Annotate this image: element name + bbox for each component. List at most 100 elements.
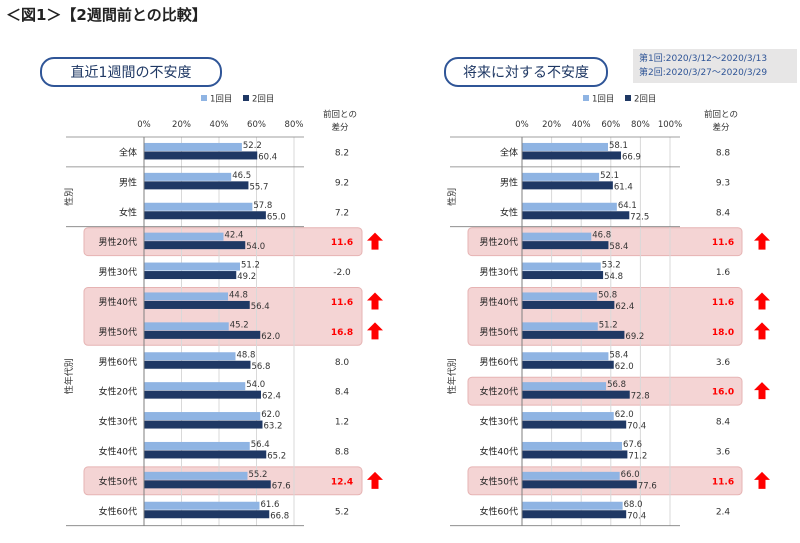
- value-label-second-right: 66.9: [622, 152, 641, 162]
- category-label-right: 女性: [500, 206, 518, 218]
- bar-first-right: [522, 232, 592, 241]
- diff-value-left: 7.2: [335, 208, 349, 218]
- value-label-first-left: 52.2: [243, 141, 262, 151]
- x-tick-label-left: 80%: [285, 120, 304, 130]
- bar-first-right: [522, 501, 623, 510]
- diff-value-right: 8.4: [716, 418, 731, 428]
- value-label-first-left: 56.4: [251, 440, 270, 450]
- bar-second-left: [144, 181, 249, 190]
- category-label-right: 男性40代: [480, 296, 518, 308]
- bar-first-left: [144, 172, 232, 181]
- up-arrow-icon: [754, 232, 770, 250]
- category-label-right: 女性30代: [480, 416, 518, 428]
- category-label-right: 全体: [500, 146, 518, 158]
- x-tick-label-left: 0%: [137, 120, 151, 130]
- category-label-left: 男性30代: [99, 266, 137, 278]
- category-label-left: 男性60代: [99, 356, 137, 368]
- up-arrow-icon: [367, 322, 383, 340]
- category-label-right: 男性: [500, 176, 518, 188]
- value-label-first-right: 68.0: [624, 500, 643, 510]
- bar-first-right: [522, 352, 609, 361]
- value-label-first-left: 61.6: [261, 500, 280, 510]
- survey-date-1: 第1回:2020/3/12〜2020/3/13: [639, 54, 768, 64]
- x-tick-label-left: 20%: [172, 120, 191, 130]
- diff-value-right: 3.6: [716, 358, 731, 368]
- up-arrow-icon: [367, 471, 383, 489]
- category-label-left: 女性: [119, 206, 137, 218]
- bar-second-left: [144, 510, 270, 519]
- value-label-first-right: 46.8: [592, 231, 611, 241]
- value-label-second-left: 62.0: [261, 332, 280, 342]
- category-label-right: 女性50代: [480, 475, 518, 487]
- category-label-left: 女性20代: [99, 386, 137, 398]
- panel-title-left: 直近1週間の不安度: [40, 57, 222, 87]
- bar-first-right: [522, 202, 617, 211]
- diff-header-right: 前回との: [704, 109, 738, 120]
- bar-second-right: [522, 450, 628, 459]
- category-label-right: 男性60代: [480, 356, 518, 368]
- legend-label-first-left: 1回目: [210, 95, 232, 105]
- group-label-sex-age-right: 性年代別: [446, 358, 458, 394]
- bar-first-left: [144, 142, 242, 151]
- value-label-second-right: 69.2: [625, 332, 644, 342]
- value-label-second-right: 61.4: [614, 182, 633, 192]
- bar-first-left: [144, 352, 236, 361]
- figure-title: ＜図1＞【2週間前との比較】: [6, 6, 207, 24]
- group-label-sex-left: 性別: [63, 188, 75, 206]
- diff-value-left: 8.4: [335, 388, 350, 398]
- survey-date-2: 第2回:2020/3/27〜2020/3/29: [639, 68, 768, 78]
- survey-dates-box: 第1回:2020/3/12〜2020/3/13 第2回:2020/3/27〜20…: [633, 49, 797, 83]
- value-label-second-right: 58.4: [609, 242, 628, 252]
- value-label-second-right: 72.5: [630, 212, 649, 222]
- panel-title-right: 将来に対する不安度: [444, 57, 608, 87]
- bar-second-right: [522, 480, 637, 489]
- value-label-second-right: 70.4: [627, 422, 646, 432]
- value-label-second-left: 56.8: [252, 362, 271, 372]
- x-tick-label-right: 20%: [542, 120, 561, 130]
- bar-second-right: [522, 151, 622, 160]
- category-label-left: 男性20代: [99, 236, 137, 248]
- value-label-first-right: 58.1: [609, 141, 628, 151]
- diff-value-left: 8.2: [335, 148, 349, 158]
- x-tick-label-right: 80%: [631, 120, 650, 130]
- value-label-second-right: 62.4: [615, 302, 634, 312]
- bar-second-left: [144, 480, 271, 489]
- diff-value-left: 8.8: [335, 447, 350, 457]
- bar-second-right: [522, 300, 615, 309]
- value-label-first-left: 45.2: [230, 320, 249, 330]
- bar-first-right: [522, 322, 598, 331]
- value-label-first-left: 57.8: [253, 201, 272, 211]
- value-label-second-right: 71.2: [628, 451, 647, 461]
- bar-second-left: [144, 271, 237, 280]
- value-label-second-right: 72.8: [631, 392, 650, 402]
- bar-first-left: [144, 441, 250, 450]
- diff-header-left: 差分: [331, 122, 349, 133]
- value-label-second-left: 63.2: [264, 422, 283, 432]
- bar-second-right: [522, 420, 627, 429]
- bar-first-right: [522, 412, 614, 421]
- value-label-first-right: 51.2: [599, 320, 618, 330]
- value-label-second-right: 70.4: [627, 511, 646, 521]
- x-tick-label-right: 60%: [601, 120, 620, 130]
- bar-second-right: [522, 271, 604, 280]
- value-label-second-left: 65.0: [267, 212, 286, 222]
- up-arrow-icon: [754, 322, 770, 340]
- value-label-first-left: 48.8: [237, 350, 256, 360]
- diff-value-right: 11.6: [712, 477, 734, 487]
- bar-first-left: [144, 471, 248, 480]
- value-label-second-left: 49.2: [237, 272, 256, 282]
- diff-value-right: 8.8: [716, 148, 731, 158]
- value-label-second-left: 55.7: [249, 182, 268, 192]
- bar-second-right: [522, 510, 627, 519]
- bar-first-left: [144, 501, 260, 510]
- value-label-first-left: 44.8: [229, 290, 248, 300]
- bar-first-right: [522, 382, 607, 391]
- bar-first-left: [144, 262, 240, 271]
- diff-value-right: 18.0: [712, 328, 734, 338]
- bar-second-left: [144, 151, 258, 160]
- value-label-first-right: 56.8: [607, 380, 626, 390]
- legend-swatch-first-left: [201, 95, 207, 101]
- diff-value-right: 2.4: [716, 507, 731, 517]
- x-tick-label-right: 40%: [572, 120, 591, 130]
- category-label-right: 男性50代: [480, 326, 518, 338]
